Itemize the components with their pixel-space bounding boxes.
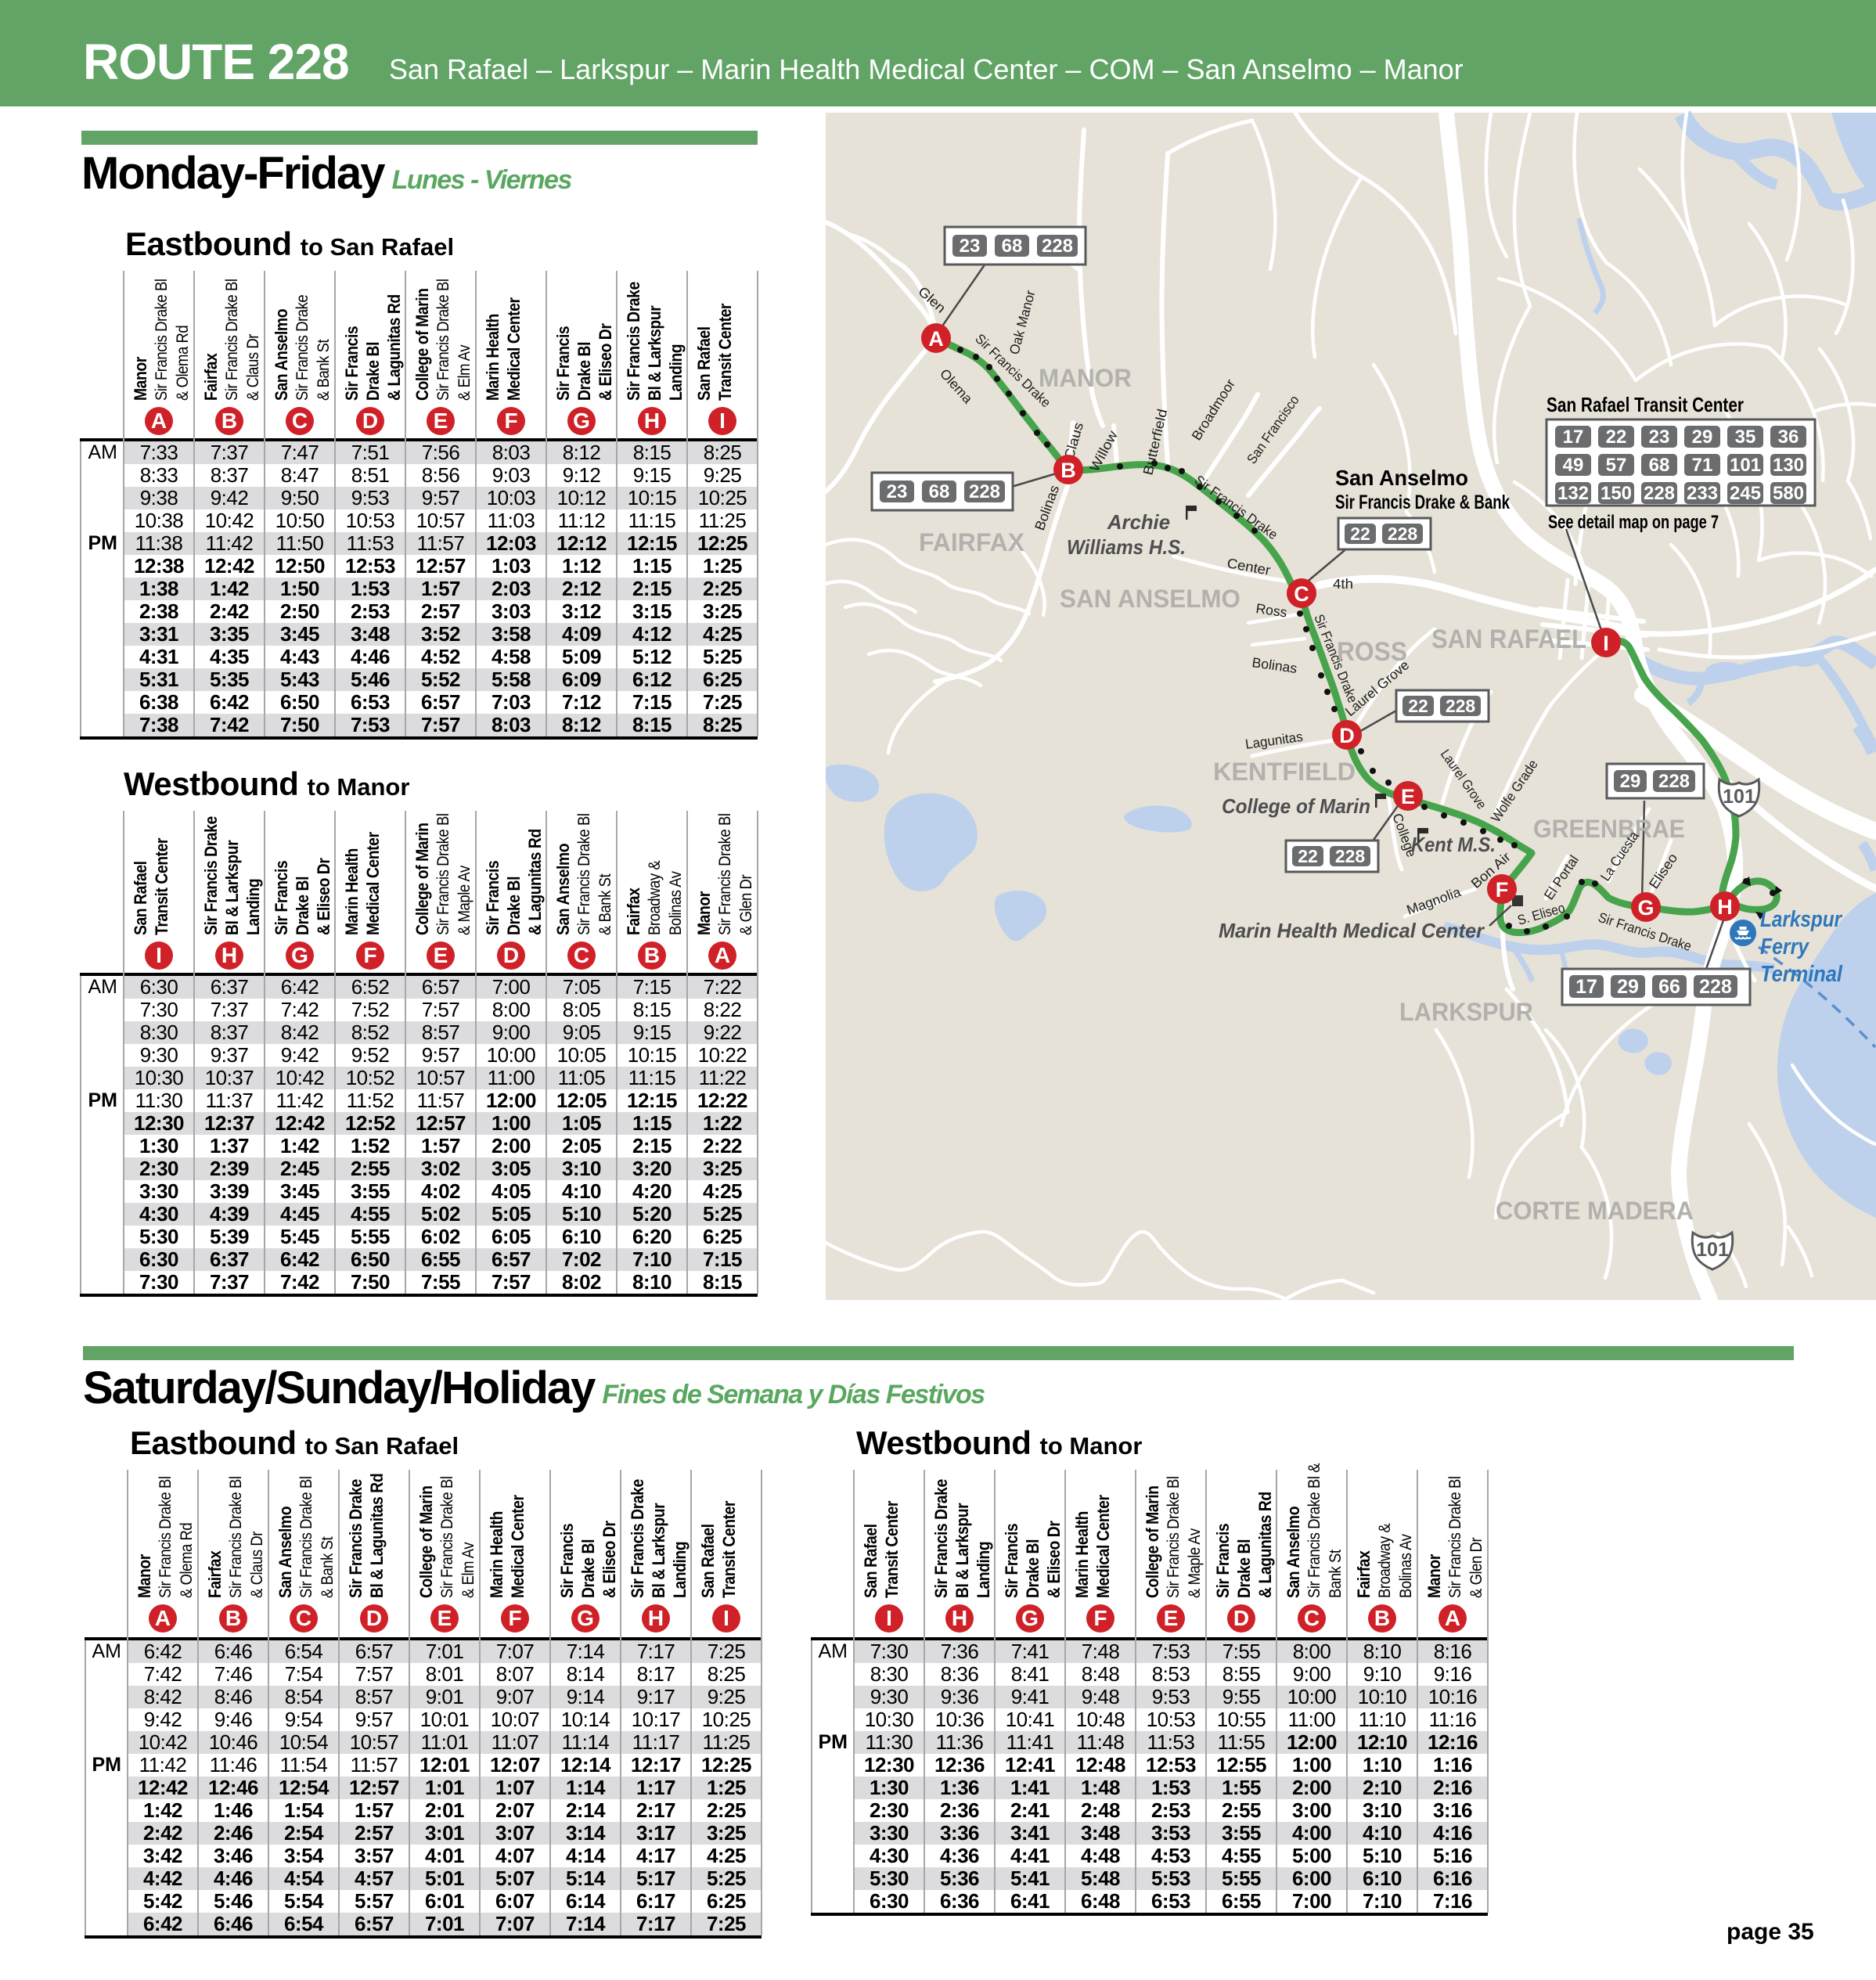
svg-text:San Anselmo: San Anselmo <box>1335 466 1468 490</box>
svg-text:23: 23 <box>887 481 908 502</box>
svg-text:23: 23 <box>1649 427 1670 448</box>
svg-text:SAN RAFAEL: SAN RAFAEL <box>1431 625 1586 654</box>
svg-text:35: 35 <box>1735 427 1756 448</box>
svg-text:132: 132 <box>1557 483 1589 504</box>
svg-text:228: 228 <box>969 481 1000 502</box>
svg-text:228: 228 <box>1335 846 1366 866</box>
svg-text:150: 150 <box>1601 483 1632 504</box>
svg-text:FAIRFAX: FAIRFAX <box>919 528 1025 556</box>
svg-text:ROSS: ROSS <box>1337 637 1407 667</box>
svg-text:101: 101 <box>1730 455 1761 476</box>
svg-text:29: 29 <box>1617 976 1639 998</box>
svg-text:H: H <box>1717 895 1733 919</box>
svg-text:29: 29 <box>1692 427 1713 448</box>
svg-text:130: 130 <box>1773 455 1804 476</box>
svg-text:228: 228 <box>1388 524 1418 544</box>
svg-text:71: 71 <box>1692 455 1713 476</box>
svg-text:580: 580 <box>1773 483 1804 504</box>
svg-text:233: 233 <box>1687 483 1718 504</box>
svg-text:228: 228 <box>1658 771 1690 792</box>
svg-text:E: E <box>1401 785 1415 808</box>
svg-text:66: 66 <box>1658 976 1680 998</box>
svg-text:D: D <box>1339 724 1355 747</box>
svg-text:245: 245 <box>1730 483 1761 504</box>
svg-text:68: 68 <box>1649 455 1670 476</box>
svg-text:22: 22 <box>1298 846 1318 866</box>
svg-text:Kent M.S.: Kent M.S. <box>1411 833 1496 856</box>
svg-text:68: 68 <box>1002 236 1023 257</box>
svg-text:17: 17 <box>1563 427 1584 448</box>
svg-text:57: 57 <box>1606 455 1627 476</box>
svg-text:KENTFIELD: KENTFIELD <box>1213 758 1356 786</box>
svg-text:Larkspur: Larkspur <box>1760 907 1842 932</box>
svg-text:36: 36 <box>1778 427 1799 448</box>
svg-text:Williams H.S.: Williams H.S. <box>1067 535 1186 559</box>
svg-text:GREENBRAE: GREENBRAE <box>1533 815 1685 843</box>
svg-text:Marin Health Medical Center: Marin Health Medical Center <box>1219 919 1485 942</box>
svg-text:Ferry: Ferry <box>1760 934 1810 959</box>
svg-text:228: 228 <box>1042 236 1073 257</box>
svg-text:23: 23 <box>960 236 981 257</box>
svg-text:College of Marin: College of Marin <box>1222 794 1370 818</box>
svg-text:C: C <box>1294 582 1309 606</box>
svg-text:228: 228 <box>1446 696 1476 716</box>
svg-text:LARKSPUR: LARKSPUR <box>1399 998 1533 1026</box>
svg-text:228: 228 <box>1699 976 1732 998</box>
svg-text:SAN ANSELMO: SAN ANSELMO <box>1060 585 1240 613</box>
svg-text:See detail map on page 7: See detail map on page 7 <box>1548 512 1719 533</box>
svg-text:49: 49 <box>1563 455 1584 476</box>
svg-text:F: F <box>1496 878 1509 902</box>
svg-text:CORTE MADERA: CORTE MADERA <box>1496 1197 1694 1225</box>
svg-text:MANOR: MANOR <box>1039 364 1132 392</box>
svg-text:A: A <box>928 327 944 351</box>
svg-text:29: 29 <box>1620 771 1641 792</box>
svg-text:B: B <box>1060 459 1076 482</box>
svg-text:22: 22 <box>1408 696 1428 716</box>
svg-text:228: 228 <box>1644 483 1675 504</box>
svg-text:Archie: Archie <box>1107 510 1170 534</box>
svg-text:22: 22 <box>1350 524 1370 544</box>
svg-text:G: G <box>1637 896 1654 920</box>
svg-text:17: 17 <box>1575 976 1597 998</box>
svg-text:I: I <box>1603 632 1609 655</box>
svg-text:San Rafael Transit Center: San Rafael Transit Center <box>1547 393 1744 416</box>
svg-text:4th: 4th <box>1333 576 1353 592</box>
svg-text:Sir Francis Drake & Bank: Sir Francis Drake & Bank <box>1335 491 1510 513</box>
svg-text:22: 22 <box>1606 427 1627 448</box>
svg-text:Terminal: Terminal <box>1760 962 1843 987</box>
svg-text:68: 68 <box>929 481 950 502</box>
